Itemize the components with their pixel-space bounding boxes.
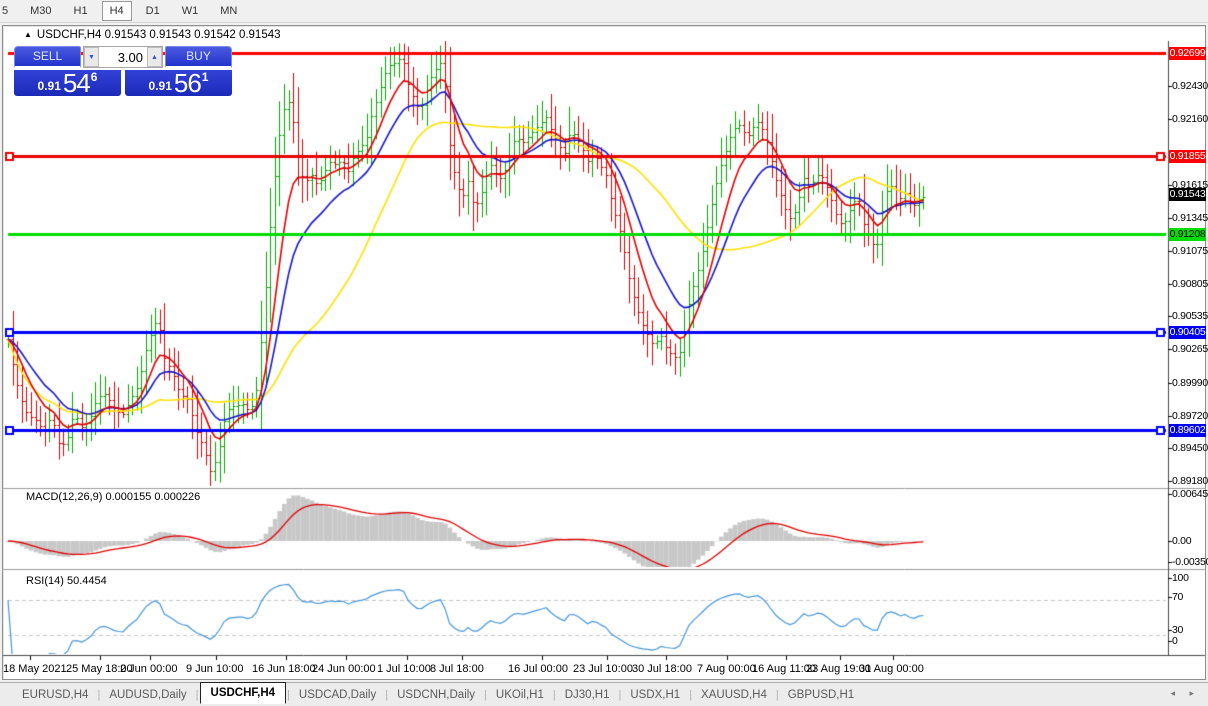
sell-price-pip: 6: [90, 70, 98, 84]
time-axis-label: 7 Aug 00:00: [697, 663, 756, 675]
timeframe-h1[interactable]: H1: [73, 5, 88, 17]
price-axis-tick: 0.90535: [1172, 310, 1208, 322]
price-axis-tick: 0.92430: [1172, 80, 1208, 92]
tab-separator: |: [484, 688, 487, 701]
sell-price-tile[interactable]: 0.91 54 6: [14, 70, 121, 96]
one-click-trade-panel: SELL ▼ ▲ BUY 0.91 54 6 0.91 56 1: [14, 46, 232, 96]
tab-usdcad-daily[interactable]: USDCAD,Daily: [298, 688, 377, 701]
tab-separator: |: [552, 688, 556, 701]
timeframe-w1[interactable]: W1: [181, 5, 199, 17]
time-axis-label: 16 Aug 11:00: [752, 663, 817, 675]
price-axis-tick: 0.89180: [1172, 475, 1208, 487]
volume-increase-button[interactable]: ▲: [147, 47, 162, 67]
volume-decrease-button[interactable]: ▼: [84, 47, 99, 67]
time-axis-label: 16 Jun 18:00: [252, 663, 316, 675]
tab-eurusd-h4[interactable]: EURUSD,H4: [22, 688, 89, 701]
macd-axis-tick: -0.003507: [1172, 556, 1208, 568]
tab-usdx-h1[interactable]: USDX,H1: [630, 688, 681, 701]
volume-spinner: ▼ ▲: [83, 46, 163, 68]
rsi-axis-tick: 100: [1172, 572, 1189, 584]
macd-axis-tick: 0.006451: [1172, 488, 1208, 500]
price-axis-tick: 0.92160: [1172, 113, 1208, 125]
price-axis-tick: 0.89990: [1172, 377, 1208, 389]
price-axis-tick: 0.91075: [1172, 245, 1208, 257]
time-axis-label: 31 Aug 00:00: [859, 663, 924, 675]
time-axis-label: 8 Jul 18:00: [430, 663, 484, 675]
tab-separator: |: [195, 688, 199, 701]
sell-price-big: 54: [62, 68, 91, 98]
price-axis-tick: 0.91345: [1172, 212, 1208, 224]
tab-ukoil-h1[interactable]: UKOil,H1: [495, 688, 544, 701]
buy-price-big: 56: [173, 68, 202, 98]
sell-button[interactable]: SELL: [14, 46, 81, 68]
tab-separator: |: [287, 688, 290, 701]
time-axis-label: 18 May 2021: [3, 663, 67, 675]
time-axis-label: 2 Jun 00:00: [120, 663, 178, 675]
timeframe-h4[interactable]: H4: [101, 1, 132, 21]
tab-separator: |: [97, 688, 101, 701]
time-axis-label: 9 Jun 10:00: [186, 663, 244, 675]
rsi-indicator-label: RSI(14) 50.4454: [26, 575, 107, 587]
time-axis-label: 23 Jul 10:00: [573, 663, 633, 675]
timeframe-mn[interactable]: MN: [220, 5, 238, 17]
tab-separator: |: [775, 688, 779, 701]
price-axis-tick: 0.90805: [1172, 278, 1208, 290]
price-axis-tick: 0.89720: [1172, 410, 1208, 422]
tab-separator: |: [689, 688, 693, 701]
current-price-badge: 0.91543: [1169, 188, 1206, 201]
chart-title-text: USDCHF,H4 0.91543 0.91543 0.91542 0.9154…: [36, 29, 281, 41]
buy-button[interactable]: BUY: [165, 46, 232, 68]
tab-gbpusd-h1[interactable]: GBPUSD,H1: [787, 688, 855, 701]
hline-price-badge: 0.91208: [1169, 228, 1206, 241]
buy-price-prefix: 0.91: [148, 79, 172, 93]
timeframe-m30[interactable]: M30: [30, 5, 52, 17]
tab-dj30-h1[interactable]: DJ30,H1: [564, 688, 610, 701]
tab-xauusd-h4[interactable]: XAUUSD,H4: [701, 688, 767, 701]
tab-audusd-daily[interactable]: AUDUSD,Daily: [109, 688, 187, 701]
timeframe-5[interactable]: 5: [2, 5, 9, 17]
hline-price-badge: 0.89602: [1169, 424, 1206, 437]
hline-price-badge: 0.92699: [1169, 47, 1206, 60]
rsi-axis-tick: 30: [1172, 624, 1184, 636]
rsi-axis-tick: 0: [1172, 635, 1178, 647]
hline-price-badge: 0.90405: [1169, 326, 1206, 339]
macd-indicator-label: MACD(12,26,9) 0.000155 0.000226: [26, 491, 201, 503]
hline-price-badge: 0.91855: [1169, 150, 1206, 163]
rsi-axis-tick: 70: [1172, 591, 1184, 603]
time-axis-label: 25 May 18:00: [66, 663, 133, 675]
chart-title: ▲ USDCHF,H4 0.91543 0.91543 0.91542 0.915…: [24, 29, 281, 41]
tab-usdchf-h4[interactable]: USDCHF,H4: [199, 682, 287, 704]
buy-price-tile[interactable]: 0.91 56 1: [125, 70, 232, 96]
price-axis-tick: 0.90265: [1172, 343, 1208, 355]
time-axis-label: 16 Jul 00:00: [508, 663, 568, 675]
tab-separator: |: [385, 688, 389, 701]
macd-axis-tick: 0.00: [1172, 535, 1192, 547]
time-axis-label: 30 Jul 18:00: [632, 663, 692, 675]
time-axis-label: 24 Jun 00:00: [312, 663, 376, 675]
volume-input[interactable]: [99, 47, 147, 67]
time-axis-label: 1 Jul 10:00: [377, 663, 431, 675]
symbol-triangle-icon: ▲: [24, 30, 32, 39]
timeframe-toolbar: 5 M30 H1 H4 D1 W1 MN: [0, 0, 1208, 23]
time-axis-label: 23 Aug 19:00: [806, 663, 871, 675]
chart-tab-bar: EURUSD,H4 | AUDUSD,Daily | USDCHF,H4 | USDCAD,…: [0, 682, 1208, 706]
tab-scroll-arrows[interactable]: ◂ ▸: [1170, 688, 1200, 698]
buy-price-pip: 1: [201, 70, 209, 84]
tab-usdcnh-daily[interactable]: USDCNH,Daily: [397, 688, 476, 701]
price-axis-tick: 0.89450: [1172, 442, 1208, 454]
sell-price-prefix: 0.91: [37, 79, 61, 93]
timeframe-d1[interactable]: D1: [145, 5, 160, 17]
tab-separator: |: [618, 688, 622, 701]
